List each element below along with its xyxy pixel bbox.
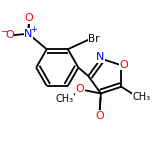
Text: +: +: [30, 25, 37, 34]
Text: N: N: [96, 52, 104, 62]
Text: Br: Br: [88, 34, 100, 44]
Text: O: O: [25, 13, 33, 23]
Text: −: −: [0, 26, 7, 35]
Text: O: O: [96, 111, 105, 121]
Text: CH₃: CH₃: [133, 92, 151, 102]
Text: O: O: [5, 30, 14, 40]
Text: O: O: [75, 84, 84, 94]
Text: CH₃: CH₃: [55, 94, 73, 104]
Text: N: N: [24, 29, 33, 39]
Text: O: O: [120, 60, 129, 69]
